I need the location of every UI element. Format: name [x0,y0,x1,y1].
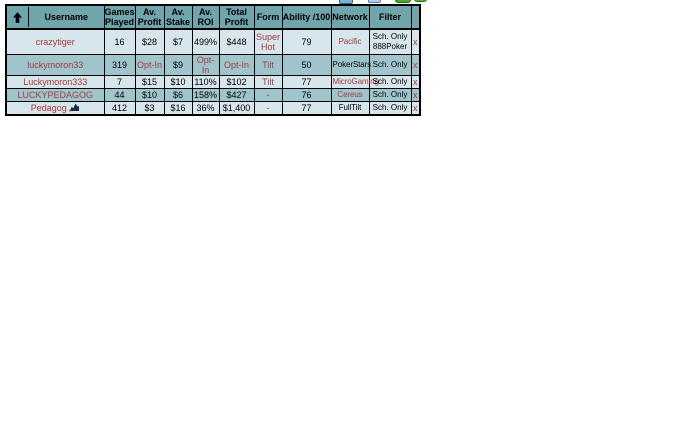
opt-in-link[interactable]: Opt-In [191,53,220,76]
sort-ascending-icon[interactable] [7,7,29,27]
column-header-filter[interactable]: Filter [368,4,412,30]
username-link[interactable]: LUCKYPEDAGOG [5,87,105,102]
cell-av-stake: $10 [163,74,193,89]
cell-av-stake: $9 [163,53,193,76]
table-row: LUCKYPEDAGOG 44 $10 $6 158% $427 - 76 Ce… [5,87,421,102]
cell-games-played: 16 [103,28,136,55]
cell-total-profit: $427 [218,87,255,102]
network-link[interactable]: Pacific [330,28,370,55]
blue-page-icon[interactable] [368,0,381,3]
username-link[interactable]: Luckymoron333 [5,74,105,89]
cell-ability: 79 [281,28,332,55]
blue-grid-icon[interactable] [339,0,353,4]
cell-av-roi: 36% [191,100,220,116]
username-link[interactable]: luckymoron33 [5,53,105,76]
cell-ability: 77 [281,74,332,89]
network-link[interactable]: FullTilt [330,100,370,116]
remove-filter-button[interactable]: x [410,87,421,102]
green-arrow-icon-2[interactable] [414,0,427,2]
cell-av-roi: 158% [191,87,220,102]
cell-total-profit: $448 [218,28,255,55]
cell-form: Tilt [253,53,283,76]
network-link[interactable]: PokerStars [330,53,371,76]
table-row: crazytiger 16 $28 $7 499% $448 Super Hot… [5,28,421,55]
cell-av-roi: 110% [191,74,220,89]
cell-filter: Sch. Only [368,100,412,116]
column-header-username[interactable]: Username [5,4,105,30]
table-row: Luckymoron333 7 $15 $10 110% $102 Tilt 7… [5,74,421,89]
cell-ability: 50 [281,53,332,76]
cell-form: - [253,87,283,102]
column-header-username-label: Username [44,12,89,22]
column-header-av-profit[interactable]: Av. Profit [134,4,165,30]
column-header-total-profit[interactable]: Total Profit [218,4,255,30]
column-header-remove [410,4,421,30]
clipped-toolbar [0,0,700,6]
opt-in-link[interactable]: Opt-In [218,53,255,76]
cell-av-roi: 499% [191,28,220,55]
username-link[interactable]: crazytiger [5,28,105,55]
column-header-ability[interactable]: Ability /100 [281,4,332,30]
cell-games-played: 44 [103,87,136,102]
cell-av-profit: $28 [134,28,165,55]
column-header-form[interactable]: Form [253,4,283,30]
cell-filter: Sch. Only [368,53,412,76]
cell-av-profit: $15 [134,74,165,89]
cell-games-played: 412 [103,100,136,116]
username-text: Pedagog [30,102,67,113]
remove-filter-button[interactable]: x [410,28,421,55]
cell-av-stake: $6 [163,87,193,102]
cell-av-profit: $10 [134,87,165,102]
cell-filter: Sch. Only 888Poker [368,28,412,55]
remove-filter-button[interactable]: x [410,100,421,116]
cell-filter: Sch. Only [368,74,412,89]
cell-form: Super Hot [253,28,283,55]
column-header-av-roi[interactable]: Av. ROI [191,4,220,30]
cell-filter: Sch. Only [368,87,412,102]
cell-games-played: 7 [103,74,136,89]
cell-av-stake: $16 [163,100,193,116]
green-arrow-icon[interactable] [395,0,411,3]
remove-filter-button[interactable]: x [410,53,421,76]
cell-form: - [253,100,283,116]
column-header-games-played[interactable]: Games Played [103,4,136,30]
player-stats-table: Username Games Played Av. Profit Av. Sta… [5,4,421,116]
remove-filter-button[interactable]: x [410,74,421,89]
cell-av-stake: $7 [163,28,193,55]
table-row: Pedagog 412 $3 $16 36% $1,400 - 77 FullT… [5,100,421,116]
network-link[interactable]: MicroGaming [330,74,379,89]
cell-games-played: 319 [103,53,136,76]
table-row: luckymoron33 319 Opt-In $9 Opt-In Opt-In… [5,53,421,76]
cell-av-profit: $3 [134,100,165,116]
cell-form: Tilt [253,74,283,89]
column-header-network[interactable]: Network [330,4,370,30]
header-row: Username Games Played Av. Profit Av. Sta… [5,4,421,30]
cell-total-profit: $102 [218,74,255,89]
cell-ability: 77 [281,100,332,116]
username-link[interactable]: Pedagog [5,100,105,116]
cell-ability: 76 [281,87,332,102]
cell-total-profit: $1,400 [218,100,255,116]
column-header-av-stake[interactable]: Av. Stake [163,4,193,30]
player-badge-icon [69,102,80,114]
opt-in-link[interactable]: Opt-In [134,53,165,76]
network-link[interactable]: Cereus [330,87,370,102]
